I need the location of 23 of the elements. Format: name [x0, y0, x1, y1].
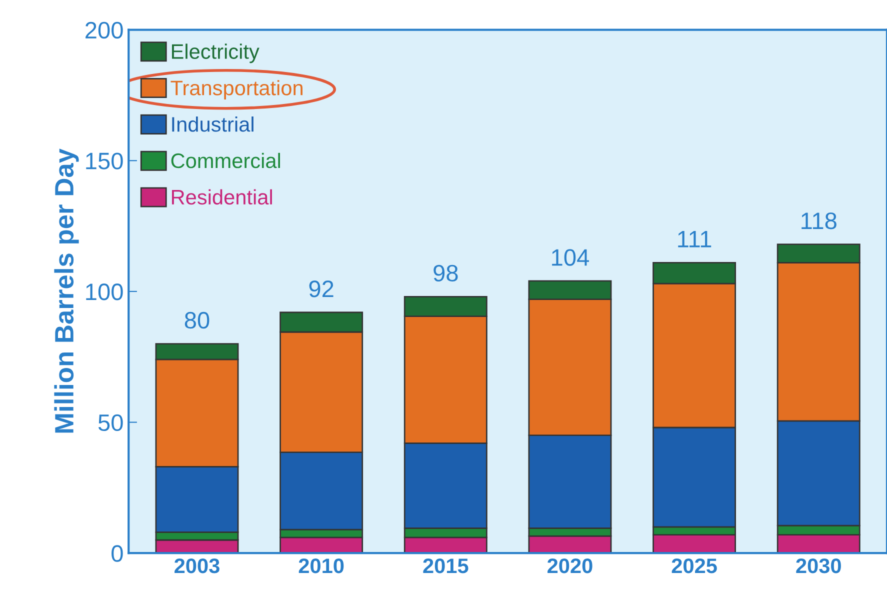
legend-label: Industrial [172, 116, 254, 132]
total-label: 118 [802, 212, 836, 230]
legend-label: Electricity [172, 44, 260, 64]
y-tick-label: 0 [112, 545, 123, 562]
x-tick-label: 2010 [298, 558, 344, 574]
y-tick-label: 100 [86, 284, 123, 300]
total-label: 111 [678, 231, 712, 248]
y-axis-title: Million Barrels per Day [54, 148, 79, 433]
x-tick-label: 2003 [174, 558, 220, 574]
total-label: 98 [434, 264, 458, 282]
legend-label: Residential [172, 189, 272, 205]
total-label: 80 [184, 312, 210, 329]
y-tick-label: 200 [86, 22, 123, 39]
x-tick-label: 2025 [672, 558, 717, 574]
total-label: 104 [552, 249, 589, 266]
total-label: 92 [309, 280, 334, 298]
x-tick-label: 2030 [796, 558, 841, 574]
legend-label: Transportation [170, 80, 302, 100]
x-tick-label: 2015 [423, 558, 468, 574]
y-tick-label: 150 [86, 152, 123, 170]
x-tick-label: 2020 [548, 558, 592, 574]
legend-label: Commercial [171, 152, 280, 168]
y-tick-label: 50 [98, 414, 123, 432]
